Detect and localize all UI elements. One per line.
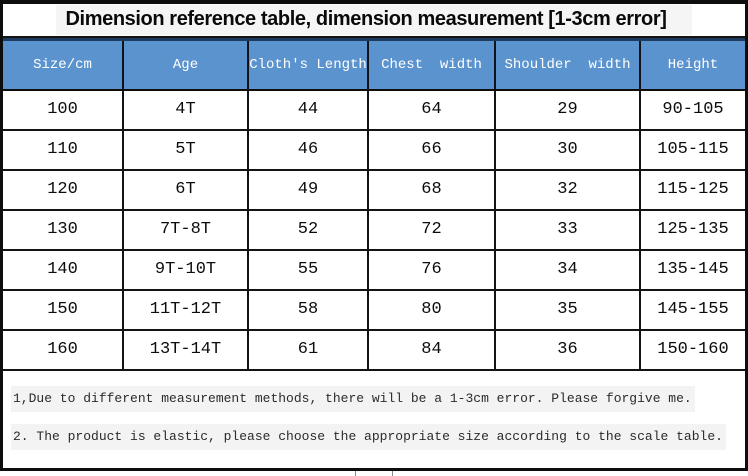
cell-shoulder-width: 35 — [494, 288, 641, 331]
cell-shoulder-width: 33 — [494, 208, 641, 251]
footnotes: 1,Due to different measurement methods, … — [3, 370, 745, 468]
size-table-header: Size/cm Age Cloth's Length Chest width S… — [3, 38, 745, 91]
cell-size: 150 — [3, 288, 124, 331]
footnote-elastic: 2. The product is elastic, please choose… — [11, 424, 745, 451]
header-row: Size/cm Age Cloth's Length Chest width S… — [3, 38, 745, 91]
size-table: Size/cm Age Cloth's Length Chest width S… — [3, 38, 745, 371]
cell-shoulder-width: 29 — [494, 88, 641, 131]
cell-size: 100 — [3, 88, 124, 131]
col-header-size-cm: Size/cm — [3, 38, 124, 91]
cell-size: 110 — [3, 128, 124, 171]
cell-cloth-length: 52 — [247, 208, 369, 251]
cell-height: 125-135 — [639, 208, 745, 251]
partial-cell-stub — [355, 471, 393, 476]
cell-age: 6T — [122, 168, 249, 211]
cell-height: 105-115 — [639, 128, 745, 171]
cell-chest-width: 64 — [367, 88, 496, 131]
cell-chest-width: 84 — [367, 328, 496, 371]
cell-cloth-length: 55 — [247, 248, 369, 291]
table-row-size-110: 110 5T 46 66 30 105-115 — [3, 128, 745, 171]
cell-height: 150-160 — [639, 328, 745, 371]
col-header-height: Height — [639, 38, 745, 91]
cell-cloth-length: 61 — [247, 328, 369, 371]
cell-cloth-length: 46 — [247, 128, 369, 171]
table-row-size-140: 140 9T-10T 55 76 34 135-145 — [3, 248, 745, 291]
cell-chest-width: 72 — [367, 208, 496, 251]
size-table-body: 100 4T 44 64 29 90-105 110 5T 46 66 30 1… — [3, 88, 745, 371]
footnote-text: 2. The product is elastic, please choose… — [11, 424, 726, 451]
cell-shoulder-width: 30 — [494, 128, 641, 171]
cell-age: 9T-10T — [122, 248, 249, 291]
table-row-size-160: 160 13T-14T 61 84 36 150-160 — [3, 328, 745, 371]
cell-shoulder-width: 32 — [494, 168, 641, 211]
col-header-shoulder-width: Shoulder width — [494, 38, 641, 91]
page-title: Dimension reference table, dimension mea… — [55, 5, 693, 35]
cell-chest-width: 76 — [367, 248, 496, 291]
cell-shoulder-width: 34 — [494, 248, 641, 291]
cell-cloth-length: 58 — [247, 288, 369, 331]
cell-chest-width: 80 — [367, 288, 496, 331]
cell-chest-width: 66 — [367, 128, 496, 171]
table-row-size-130: 130 7T-8T 52 72 33 125-135 — [3, 208, 745, 251]
cell-chest-width: 68 — [367, 168, 496, 211]
cell-cloth-length: 44 — [247, 88, 369, 131]
table-row-size-100: 100 4T 44 64 29 90-105 — [3, 88, 745, 131]
table-row-size-120: 120 6T 49 68 32 115-125 — [3, 168, 745, 211]
cell-height: 115-125 — [639, 168, 745, 211]
col-header-age: Age — [122, 38, 249, 91]
cell-age: 4T — [122, 88, 249, 131]
cell-age: 5T — [122, 128, 249, 171]
table-row-size-150: 150 11T-12T 58 80 35 145-155 — [3, 288, 745, 331]
cell-size: 140 — [3, 248, 124, 291]
cell-shoulder-width: 36 — [494, 328, 641, 371]
cell-height: 90-105 — [639, 88, 745, 131]
footnote-text: 1,Due to different measurement methods, … — [11, 386, 695, 413]
col-header-cloth-length: Cloth's Length — [247, 38, 369, 91]
cell-height: 135-145 — [639, 248, 745, 291]
cell-size: 130 — [3, 208, 124, 251]
cell-cloth-length: 49 — [247, 168, 369, 211]
cell-age: 13T-14T — [122, 328, 249, 371]
cell-size: 120 — [3, 168, 124, 211]
footnote-measurement-error: 1,Due to different measurement methods, … — [11, 386, 745, 413]
title-row: Dimension reference table, dimension mea… — [3, 4, 745, 38]
cell-size: 160 — [3, 328, 124, 371]
cell-height: 145-155 — [639, 288, 745, 331]
col-header-chest-width: Chest width — [367, 38, 496, 91]
cell-age: 11T-12T — [122, 288, 249, 331]
cell-age: 7T-8T — [122, 208, 249, 251]
